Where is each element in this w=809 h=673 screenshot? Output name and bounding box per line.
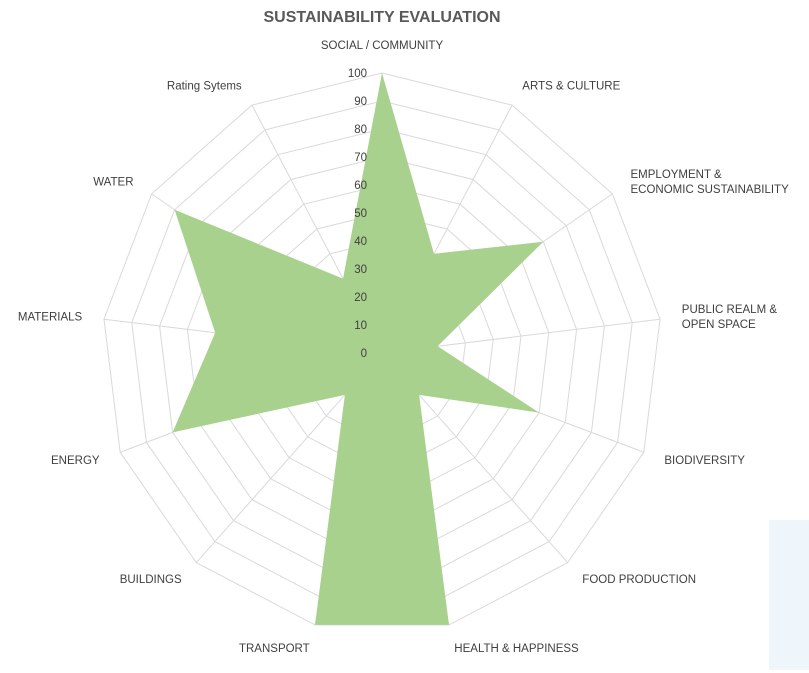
tick-label-30: 30: [354, 264, 367, 276]
axis-label-9: ENERGY: [51, 455, 100, 467]
radar-axis-labels: SOCIAL / COMMUNITY ARTS & CULTURE EMPLOYME…: [18, 40, 789, 655]
axis-label-1: ARTS & CULTURE: [522, 81, 620, 93]
chart-title: SUSTAINABILITY EVALUATION: [263, 9, 501, 26]
axis-label-12: Rating Sytems: [167, 81, 242, 93]
axis-label-11: WATER: [93, 176, 133, 188]
axis-label-5: FOOD PRODUCTION: [582, 574, 696, 586]
axis-label-8: BUILDINGS: [120, 574, 182, 586]
radar-series: [172, 72, 544, 626]
axis-label-4: BIODIVERSITY: [664, 455, 745, 467]
background-decoration: [769, 520, 809, 670]
tick-label-80: 80: [354, 124, 367, 136]
series-area: [172, 73, 544, 625]
tick-label-40: 40: [354, 236, 367, 248]
axis-label-7: TRANSPORT: [239, 643, 310, 655]
tick-label-90: 90: [354, 96, 367, 108]
tick-label-60: 60: [354, 180, 367, 192]
tick-label-70: 70: [354, 152, 367, 164]
tick-label-50: 50: [354, 208, 367, 220]
axis-label-2: EMPLOYMENT & ECONOMIC SUSTAINABILITY: [631, 169, 790, 196]
axis-label-10: MATERIALS: [18, 312, 83, 324]
axis-label-6: HEALTH & HAPPINESS: [454, 643, 579, 655]
tick-label-100: 100: [348, 68, 367, 80]
tick-label-0: 0: [361, 348, 367, 360]
radar-tick-labels: 0 10 20 30 40 50 60 70 80 90 100: [348, 68, 367, 360]
tick-label-10: 10: [354, 320, 367, 332]
tick-label-20: 20: [354, 292, 367, 304]
axis-label-3: PUBLIC REALM & OPEN SPACE: [682, 304, 778, 331]
axis-label-0: SOCIAL / COMMUNITY: [321, 40, 444, 52]
